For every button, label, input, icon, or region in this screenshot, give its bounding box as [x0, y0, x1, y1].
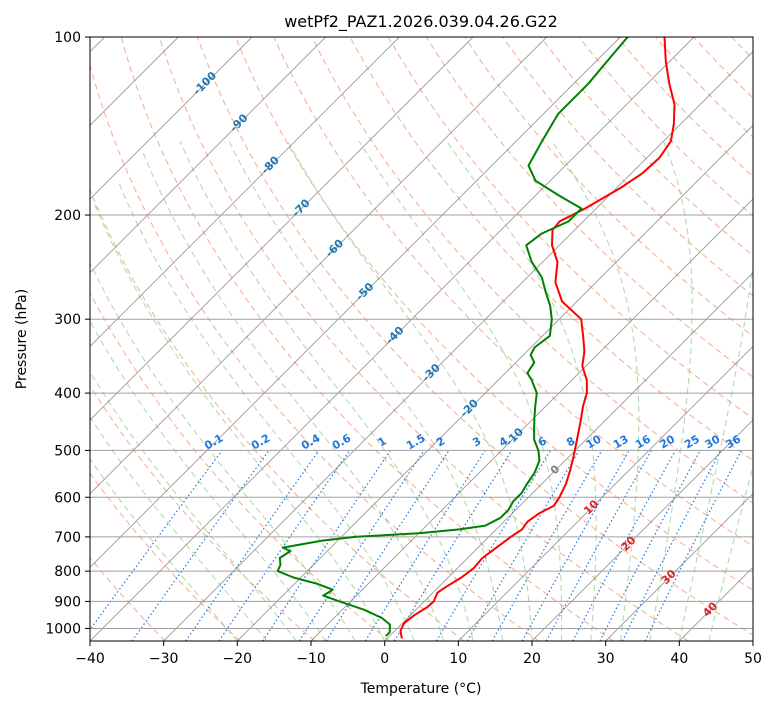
plot-area: -100-90-80-70-60-50-40-30-20-10010203040…: [90, 37, 753, 641]
moist-adiabat: [90, 261, 356, 641]
dry-adiabat: [90, 472, 241, 641]
mixing-ratio-line: [298, 450, 425, 641]
dry-adiabat: [90, 62, 540, 641]
y-tick-label: 400: [54, 386, 81, 402]
x-tick-label: 20: [523, 651, 541, 667]
y-tick-label: 700: [54, 530, 81, 546]
isotherm: [605, 493, 753, 641]
isotherm: [90, 37, 400, 347]
y-tick-label: 100: [54, 30, 81, 46]
dewpoint-profile: [276, 37, 629, 637]
dry-adiabat: [158, 37, 689, 641]
x-tick-label: 50: [744, 651, 762, 667]
dry-adiabat: [90, 384, 316, 641]
x-tick-label: 30: [597, 651, 615, 667]
isotherm: [90, 37, 547, 495]
isotherm: [237, 124, 753, 641]
dry-adiabat: [425, 37, 753, 378]
mixing-ratio-line: [572, 450, 677, 641]
mixing-ratio-line: [185, 450, 320, 641]
mixing-ratio-line: [393, 450, 513, 641]
dry-adiabat: [387, 37, 753, 420]
isotherm: [90, 37, 695, 641]
dry-adiabat: [616, 37, 753, 178]
grid-layer: [90, 37, 753, 641]
dry-adiabat: [90, 188, 465, 641]
y-tick-label: 300: [54, 312, 81, 328]
series-layer: [276, 37, 676, 639]
mixing-ratio-line: [545, 450, 652, 641]
y-tick-label: 900: [54, 594, 81, 610]
y-tick-label: 200: [54, 208, 81, 224]
y-tick-label: 1000: [45, 621, 81, 637]
dry-adiabat: [196, 37, 753, 636]
x-tick-label: −30: [149, 651, 179, 667]
isotherm: [458, 345, 753, 641]
isotherm: [531, 419, 753, 641]
isotherm: [90, 37, 253, 200]
mixing-ratio-line: [262, 450, 391, 641]
y-tick-label: 800: [54, 564, 81, 580]
dry-adiabat: [311, 37, 753, 504]
dry-adiabat: [90, 291, 390, 641]
temperature-profile: [399, 37, 676, 639]
chart-title: wetPf2_PAZ1.2026.039.04.26.G22: [284, 12, 558, 32]
dry-adiabat: [235, 37, 753, 591]
plot-frame: [89, 36, 754, 642]
isotherm: [163, 51, 753, 641]
mixing-ratio-line: [521, 450, 630, 641]
moist-adiabat: [93, 201, 386, 641]
x-tick-label: 0: [380, 651, 389, 667]
isotherm: [90, 37, 474, 421]
x-tick-label: −20: [223, 651, 253, 667]
dry-adiabat: [120, 37, 614, 641]
mixing-ratio-line: [90, 450, 223, 631]
axes-layer: −40 −30 −20 −10 0 10 20 30 40 50 100 200 300 400 500 60…: [45, 30, 762, 667]
isotherm: [90, 37, 621, 568]
isotherm: [90, 37, 326, 274]
moist-adiabat: [90, 370, 297, 641]
x-tick-label: −40: [75, 651, 105, 667]
moist-adiabat: [117, 180, 415, 641]
x-tick-label: −10: [296, 651, 326, 667]
dry-adiabat: [273, 37, 753, 547]
dry-adiabat: [502, 37, 753, 297]
moist-adiabat: [90, 416, 268, 641]
isotherm: [384, 272, 753, 641]
isotherm: [310, 198, 753, 641]
x-tick-label: 10: [449, 651, 467, 667]
mixing-ratio-line: [325, 450, 450, 641]
y-axis-title: Pressure (hPa): [14, 289, 30, 389]
mixing-ratio-line: [644, 450, 743, 641]
mixing-ratio-line: [218, 450, 351, 641]
moist-adiabat: [90, 320, 327, 641]
x-axis-title: Temperature (°C): [360, 681, 482, 697]
y-tick-label: 500: [54, 443, 81, 459]
y-tick-label: 600: [54, 490, 81, 506]
x-tick-label: 40: [670, 651, 688, 667]
